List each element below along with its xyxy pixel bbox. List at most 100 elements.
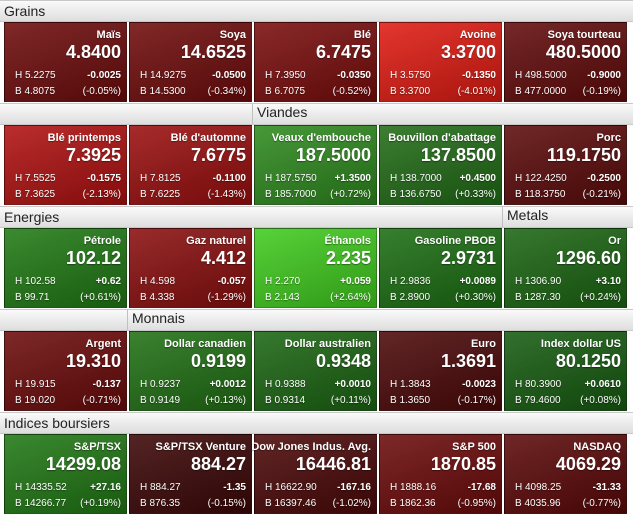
quote-tile[interactable]: S&P 500 1870.85 H 1888.16 -17.68 B 1862.36 (-…	[379, 434, 502, 514]
quote-tile[interactable]: Dow Jones Indus. Avg. 16446.81 H 16622.90 -…	[251, 434, 377, 514]
change-percent: (-0.95%)	[457, 498, 496, 509]
price: 884.27	[190, 454, 246, 474]
price: 102.12	[65, 248, 121, 268]
price: 0.9199	[190, 351, 246, 371]
high: H 14335.52	[15, 482, 67, 493]
change: -0.1350	[462, 70, 496, 81]
high: H 884.27	[140, 482, 181, 493]
low: B 7.3625	[15, 189, 56, 200]
quote-tile[interactable]: Porc 119.1750 H 122.4250 -0.2500 B 118.3750 (…	[504, 125, 627, 205]
quote-tile[interactable]: Éthanols 2.235 H 2.270 +0.059 B 2.143 (+2.64%…	[254, 228, 377, 308]
change-percent: (+0.24%)	[580, 292, 621, 303]
change-percent: (+0.19%)	[80, 498, 121, 509]
price: 7.6775	[190, 145, 246, 165]
instrument-name: Index dollar US	[540, 338, 621, 350]
quote-tile[interactable]: Argent 19.310 H 19.915 -0.137 B 19.020 (-0.71…	[4, 331, 127, 411]
quote-tile[interactable]: Euro 1.3691 H 1.3843 -0.0023 B 1.3650 (-0.17%…	[379, 331, 502, 411]
change: +0.059	[340, 276, 371, 287]
quote-tile[interactable]: Avoine 3.3700 H 3.5750 -0.1350 B 3.3700 (-4.0…	[379, 22, 502, 102]
change-percent: (+0.13%)	[205, 395, 246, 406]
quote-tile[interactable]: NASDAQ 4069.29 H 4098.25 -31.33 B 4035.96 (-0…	[504, 434, 627, 514]
change: -167.16	[337, 482, 371, 493]
change: -0.057	[217, 276, 246, 287]
low: B 14.5300	[140, 86, 186, 97]
change: -0.0025	[87, 70, 121, 81]
change: -0.2500	[587, 173, 621, 184]
instrument-name: Gaz naturel	[186, 235, 246, 247]
change: -0.137	[92, 379, 121, 390]
quote-tile[interactable]: Veaux d'embouche 187.5000 H 187.5750 +1.350…	[254, 125, 377, 205]
low: B 16397.46	[265, 498, 317, 509]
low: B 79.4600	[515, 395, 561, 406]
change: +27.16	[90, 482, 121, 493]
high: H 4.598	[140, 276, 176, 287]
price: 80.1250	[555, 351, 621, 371]
change-percent: (+0.61%)	[80, 292, 121, 303]
change-percent: (-0.34%)	[207, 86, 246, 97]
price: 2.9731	[440, 248, 496, 268]
change-percent: (-0.21%)	[582, 189, 621, 200]
change-percent: (-4.01%)	[457, 86, 496, 97]
quote-tile[interactable]: Index dollar US 80.1250 H 80.3900 +0.0610 B …	[504, 331, 627, 411]
change: -0.0350	[337, 70, 371, 81]
price: 14299.08	[45, 454, 121, 474]
price: 4069.29	[555, 454, 621, 474]
high: H 19.915	[15, 379, 56, 390]
change-percent: (-0.05%)	[82, 86, 121, 97]
quote-tile[interactable]: Dollar canadien 0.9199 H 0.9237 +0.0012 B 0.…	[129, 331, 252, 411]
high: H 138.7000	[390, 173, 442, 184]
instrument-name: Veaux d'embouche	[271, 132, 371, 144]
low: B 7.6225	[140, 189, 181, 200]
high: H 4098.25	[515, 482, 562, 493]
high: H 7.3950	[265, 70, 306, 81]
instrument-name: S&P/TSX Venture	[155, 441, 246, 453]
quote-tile[interactable]: Blé 6.7475 H 7.3950 -0.0350 B 6.7075 (-0.52%)	[254, 22, 377, 102]
quote-tile[interactable]: S&P/TSX 14299.08 H 14335.52 +27.16 B 14266.7…	[4, 434, 127, 514]
low: B 2.8900	[390, 292, 431, 303]
change-percent: (-0.15%)	[207, 498, 246, 509]
quote-tile[interactable]: S&P/TSX Venture 884.27 H 884.27 -1.35 B 876.…	[129, 434, 252, 514]
low: B 477.0000	[515, 86, 567, 97]
quote-tile[interactable]: Blé printemps 7.3925 H 7.5525 -0.1575 B 7.36…	[4, 125, 127, 205]
quote-tile[interactable]: Bouvillon d'abattage 137.8500 H 138.7000 +0…	[379, 125, 502, 205]
high: H 14.9275	[140, 70, 187, 81]
price: 119.1750	[546, 145, 621, 165]
quote-tile[interactable]: Soya 14.6525 H 14.9275 -0.0500 B 14.5300 (-0.…	[129, 22, 252, 102]
change-percent: (-0.71%)	[82, 395, 121, 406]
price: 6.7475	[315, 42, 371, 62]
low: B 2.143	[265, 292, 300, 303]
low: B 4.8075	[15, 86, 56, 97]
change-percent: (+2.64%)	[330, 292, 371, 303]
change: -17.68	[467, 482, 496, 493]
price: 14.6525	[180, 42, 246, 62]
instrument-name: Éthanols	[324, 235, 371, 247]
quote-tile[interactable]: Gasoline PBOB 2.9731 H 2.9836 +0.0089 B 2.89…	[379, 228, 502, 308]
quote-tile[interactable]: Pétrole 102.12 H 102.58 +0.62 B 99.71 (+0.61%…	[4, 228, 127, 308]
instrument-name: Gasoline PBOB	[414, 235, 496, 247]
change: +0.0610	[584, 379, 621, 390]
low: B 0.9314	[265, 395, 306, 406]
high: H 7.5525	[15, 173, 56, 184]
quote-tile[interactable]: Soya tourteau 480.5000 H 498.5000 -0.9000 B …	[504, 22, 627, 102]
quote-tile[interactable]: Maïs 4.8400 H 5.2275 -0.0025 B 4.8075 (-0.05%…	[4, 22, 127, 102]
change: +0.62	[95, 276, 121, 287]
instrument-name: Blé d'automne	[170, 132, 246, 144]
quote-tile[interactable]: Or 1296.60 H 1306.90 +3.10 B 1287.30 (+0.24%)	[504, 228, 627, 308]
price: 1870.85	[430, 454, 496, 474]
quote-tile[interactable]: Gaz naturel 4.412 H 4.598 -0.057 B 4.338 (-1.…	[129, 228, 252, 308]
low: B 4035.96	[515, 498, 561, 509]
low: B 185.7000	[265, 189, 317, 200]
price: 16446.81	[295, 454, 371, 474]
change: +0.0012	[209, 379, 246, 390]
section-header: Monnais	[0, 309, 633, 331]
quote-tile[interactable]: Blé d'automne 7.6775 H 7.8125 -0.1100 B 7.62…	[129, 125, 252, 205]
change-percent: (+0.11%)	[330, 395, 371, 406]
instrument-name: S&P 500	[452, 441, 496, 453]
low: B 19.020	[15, 395, 56, 406]
instrument-name: Avoine	[459, 29, 496, 41]
instrument-name: Dollar australien	[284, 338, 371, 350]
low: B 1.3650	[390, 395, 431, 406]
price: 4.412	[200, 248, 246, 268]
quote-tile[interactable]: Dollar australien 0.9348 H 0.9388 +0.0010 B …	[254, 331, 377, 411]
high: H 0.9237	[140, 379, 181, 390]
